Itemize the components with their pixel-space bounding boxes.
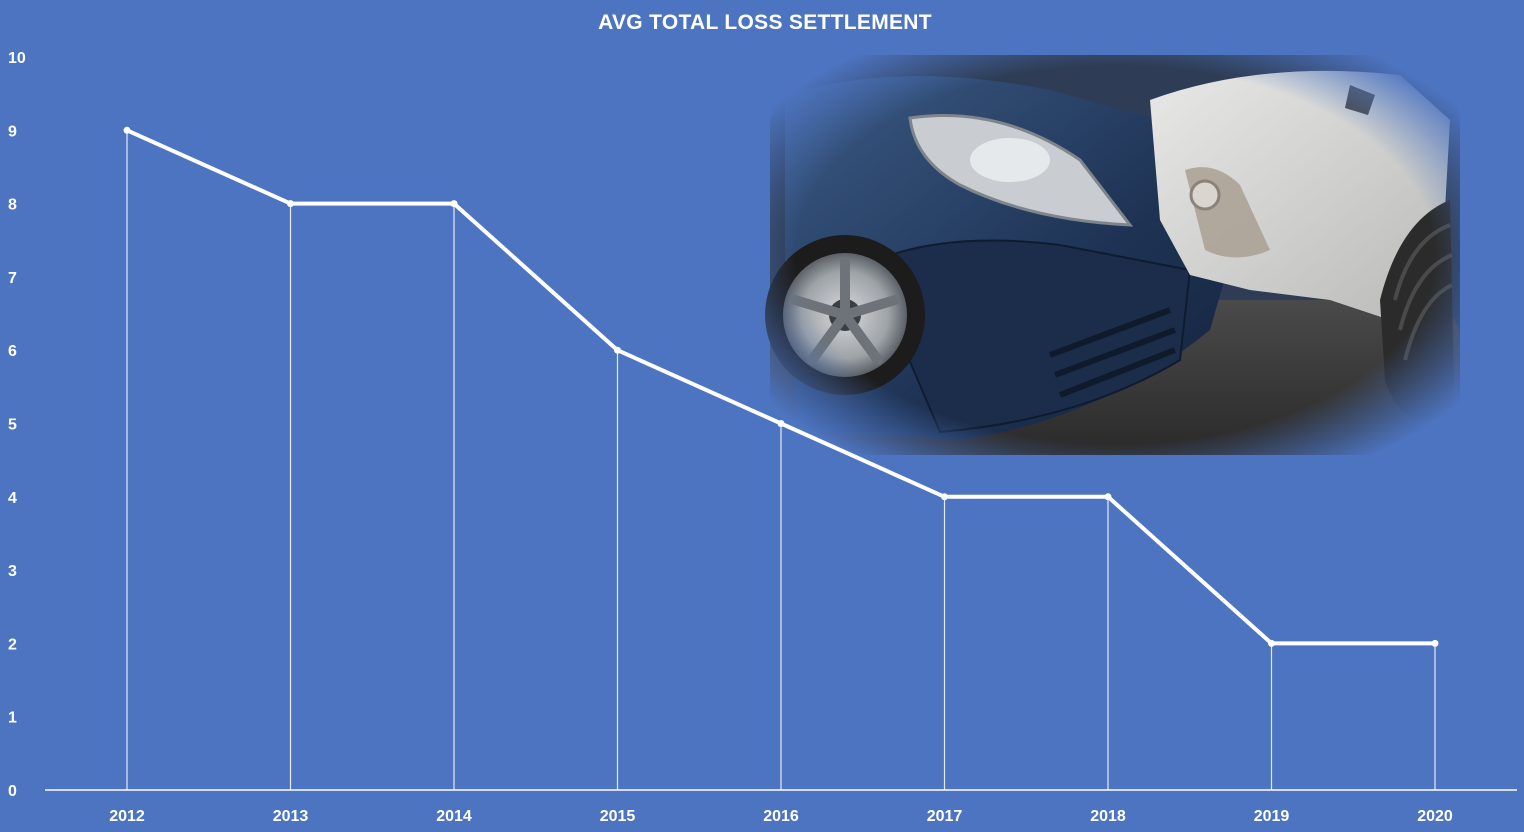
data-point xyxy=(123,126,131,134)
data-point xyxy=(1268,639,1275,647)
x-tick-label: 2019 xyxy=(1254,808,1290,825)
y-tick-label: 7 xyxy=(8,270,17,287)
x-tick-label: 2013 xyxy=(273,808,309,825)
x-tick-label: 2015 xyxy=(600,808,636,825)
y-tick-label: 6 xyxy=(8,343,17,360)
series-line xyxy=(123,126,1439,647)
chart-title: AVG TOTAL LOSS SETTLEMENT xyxy=(598,11,932,34)
y-tick-label: 5 xyxy=(8,417,17,434)
drop-lines xyxy=(126,130,1436,790)
x-tick-label: 2012 xyxy=(109,808,145,825)
y-tick-label: 8 xyxy=(8,197,17,214)
car-crash-photo xyxy=(760,45,1470,465)
y-tick-label: 3 xyxy=(8,563,17,580)
y-tick-label: 10 xyxy=(8,50,26,67)
y-tick-label: 9 xyxy=(8,123,17,140)
data-point xyxy=(1104,493,1112,501)
data-point xyxy=(1431,639,1439,647)
data-point xyxy=(450,200,458,208)
y-axis-tick-labels: 0 1 2 3 4 5 6 7 8 9 10 xyxy=(8,50,26,800)
y-tick-label: 4 xyxy=(8,490,17,507)
x-tick-label: 2020 xyxy=(1417,808,1453,825)
data-point xyxy=(941,493,948,501)
x-axis-tick-labels: 2012 2013 2014 2015 2016 2017 2018 2019 2020 xyxy=(109,808,1453,825)
x-tick-label: 2016 xyxy=(763,808,799,825)
x-tick-label: 2017 xyxy=(927,808,963,825)
x-tick-label: 2018 xyxy=(1090,808,1126,825)
data-point xyxy=(777,420,785,427)
y-tick-label: 1 xyxy=(8,710,17,727)
y-tick-label: 2 xyxy=(8,636,17,653)
data-point xyxy=(287,200,294,208)
x-tick-label: 2014 xyxy=(436,808,472,825)
data-point xyxy=(614,346,621,354)
y-tick-label: 0 xyxy=(8,783,17,800)
